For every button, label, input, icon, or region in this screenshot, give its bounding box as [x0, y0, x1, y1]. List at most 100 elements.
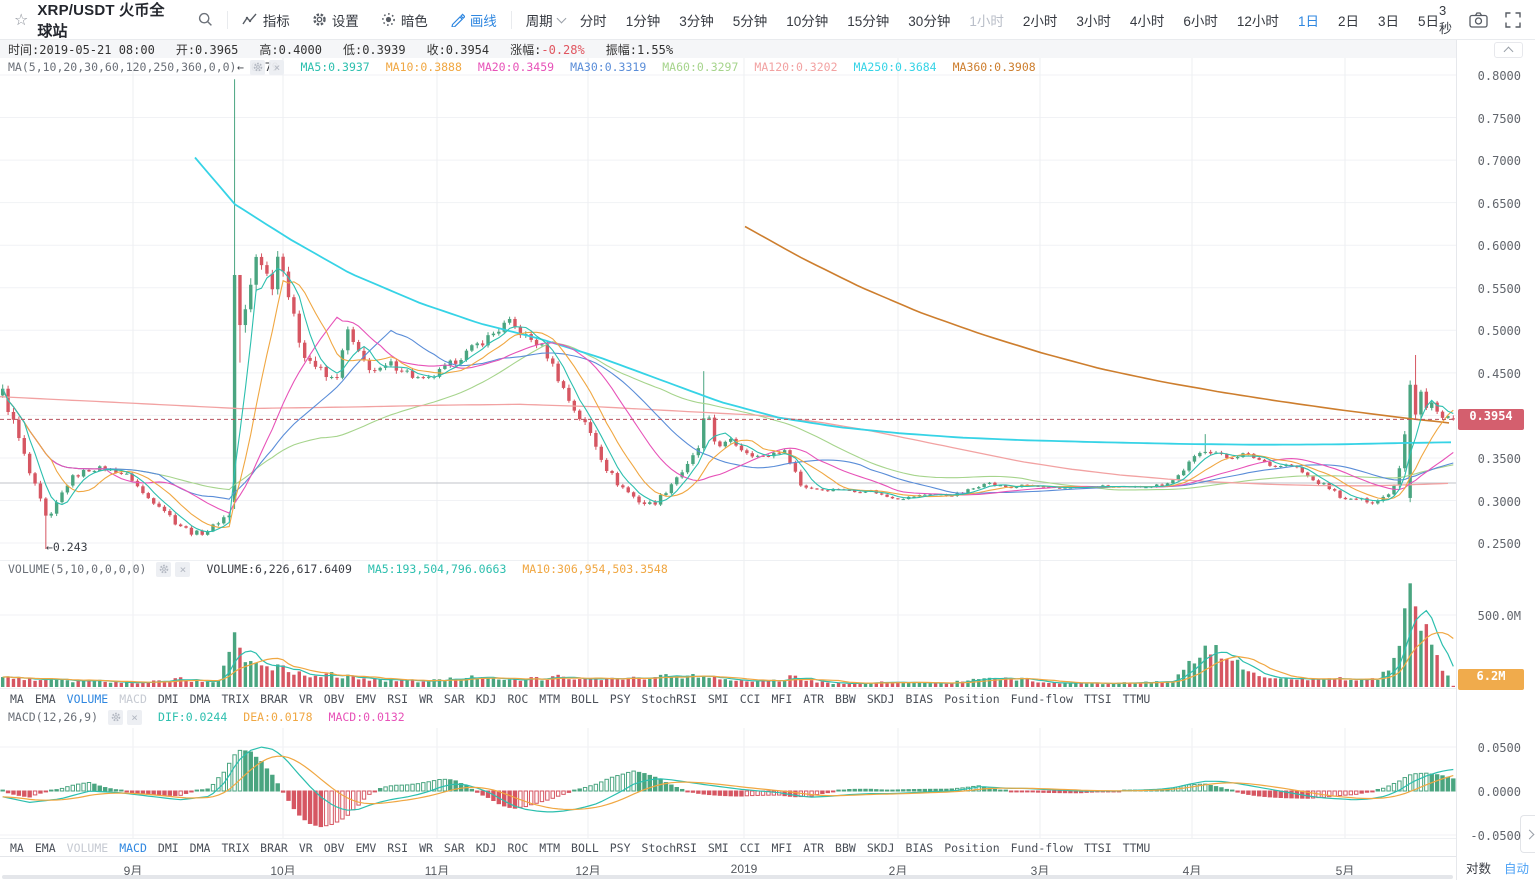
indicator-tab-smi[interactable]: SMI: [707, 840, 729, 855]
period-5日[interactable]: 5日: [1417, 13, 1439, 29]
indicator-tab-position[interactable]: Position: [944, 840, 1000, 855]
indicator-tab-skdj[interactable]: SKDJ: [866, 691, 895, 706]
macd-close-button[interactable]: ×: [127, 709, 143, 725]
indicator-tab-volume[interactable]: VOLUME: [66, 691, 109, 706]
indicator-tab-trix[interactable]: TRIX: [221, 691, 250, 706]
indicator-tab-macd[interactable]: MACD: [119, 691, 147, 706]
indicator-tab-dma[interactable]: DMA: [189, 691, 211, 706]
panel-expand-handle[interactable]: [1520, 815, 1535, 853]
favorite-star-icon[interactable]: ☆: [14, 11, 29, 29]
screenshot-camera-icon[interactable]: [1469, 11, 1488, 28]
log-scale-button[interactable]: 对数: [1466, 862, 1492, 876]
period-5分钟[interactable]: 5分钟: [732, 13, 768, 29]
period-10分钟[interactable]: 10分钟: [786, 13, 829, 29]
period-2小时[interactable]: 2小时: [1022, 13, 1058, 29]
indicator-tab-dmi[interactable]: DMI: [157, 691, 179, 706]
period-12小时[interactable]: 12小时: [1236, 13, 1279, 29]
macd-settings-button[interactable]: [108, 709, 124, 725]
period-15分钟[interactable]: 15分钟: [847, 13, 890, 29]
collapse-up-button[interactable]: [1494, 42, 1523, 58]
indicator-tab-rsi[interactable]: RSI: [387, 691, 409, 706]
period-分时[interactable]: 分时: [579, 13, 607, 29]
indicator-tab-boll[interactable]: BOLL: [571, 691, 599, 706]
indicator-tab-ttsi[interactable]: TTSI: [1083, 691, 1112, 706]
indicator-tab-volume[interactable]: VOLUME: [66, 840, 109, 855]
volume-close-button[interactable]: ×: [175, 561, 191, 577]
indicator-tab-cci[interactable]: CCI: [739, 840, 761, 855]
indicator-tab-dma[interactable]: DMA: [189, 840, 211, 855]
indicator-tab-ema[interactable]: EMA: [34, 840, 56, 855]
indicator-tab-ttsi[interactable]: TTSI: [1083, 840, 1112, 855]
price-axis-column[interactable]: 对数 自动 0.8000 0.7500 0.7000 0.6500 0.6000 0.55…: [1456, 40, 1535, 880]
indicator-tab-mfi[interactable]: MFI: [771, 840, 793, 855]
fullscreen-icon[interactable]: [1505, 11, 1521, 28]
indicator-tab-atr[interactable]: ATR: [803, 840, 825, 855]
indicator-tab-atr[interactable]: ATR: [803, 691, 825, 706]
indicator-tab-mfi[interactable]: MFI: [771, 691, 793, 706]
auto-scale-button[interactable]: 自动: [1504, 862, 1530, 876]
indicator-tab-ttmu[interactable]: TTMU: [1122, 691, 1151, 706]
indicator-tab-kdj[interactable]: KDJ: [475, 691, 497, 706]
indicator-tab-wr[interactable]: WR: [419, 691, 433, 706]
period-1日[interactable]: 1日: [1297, 13, 1319, 29]
period-2日[interactable]: 2日: [1337, 13, 1359, 29]
indicator-tab-sar[interactable]: SAR: [443, 691, 465, 706]
period-3小时[interactable]: 3小时: [1076, 13, 1111, 29]
indicator-tab-trix[interactable]: TRIX: [221, 840, 250, 855]
indicator-tab-ema[interactable]: EMA: [34, 691, 56, 706]
indicator-tab-roc[interactable]: ROC: [507, 691, 529, 706]
period-1分钟[interactable]: 1分钟: [625, 13, 661, 29]
indicator-tab-emv[interactable]: EMV: [355, 840, 377, 855]
indicator-tab-brar[interactable]: BRAR: [260, 691, 288, 706]
indicator-tab-ma[interactable]: MA: [10, 840, 24, 855]
period-4小时[interactable]: 4小时: [1129, 13, 1165, 29]
refresh-interval[interactable]: 3秒: [1439, 2, 1453, 36]
indicator-tab-psy[interactable]: PSY: [609, 691, 631, 706]
indicator-tab-ma[interactable]: MA: [10, 691, 24, 706]
indicator-tab-bbw[interactable]: BBW: [835, 691, 856, 706]
indicator-tab-vr[interactable]: VR: [298, 840, 313, 855]
indicator-tab-bbw[interactable]: BBW: [835, 840, 856, 855]
indicator-tab-position[interactable]: Position: [944, 691, 1000, 706]
dark-mode-button[interactable]: 暗色: [381, 10, 428, 30]
indicator-tab-rsi[interactable]: RSI: [387, 840, 409, 855]
indicator-tab-kdj[interactable]: KDJ: [475, 840, 497, 855]
indicator-tab-stochrsi[interactable]: StochRSI: [641, 840, 697, 855]
main-price-pane[interactable]: [0, 58, 1456, 560]
indicator-tab-fund-flow[interactable]: Fund-flow: [1010, 691, 1073, 706]
indicator-tab-obv[interactable]: OBV: [323, 840, 345, 855]
indicator-tab-mtm[interactable]: MTM: [539, 691, 561, 706]
period-1小时[interactable]: 1小时: [969, 13, 1004, 29]
indicator-tab-stochrsi[interactable]: StochRSI: [641, 691, 697, 706]
indicator-tab-vr[interactable]: VR: [298, 691, 313, 706]
indicator-tab-dmi[interactable]: DMI: [157, 840, 179, 855]
indicator-tab-fund-flow[interactable]: Fund-flow: [1010, 840, 1073, 855]
volume-settings-button[interactable]: [156, 561, 172, 577]
indicator-tab-psy[interactable]: PSY: [609, 840, 631, 855]
period-3分钟[interactable]: 3分钟: [679, 13, 714, 29]
period-3日[interactable]: 3日: [1377, 13, 1399, 29]
period-30分钟[interactable]: 30分钟: [908, 13, 951, 29]
indicator-tab-macd[interactable]: MACD: [119, 840, 147, 855]
indicator-tab-mtm[interactable]: MTM: [539, 840, 561, 855]
indicator-tab-bias[interactable]: BIAS: [905, 840, 934, 855]
horizontal-scrollbar[interactable]: [2, 875, 1453, 879]
indicator-tab-cci[interactable]: CCI: [739, 691, 761, 706]
indicator-tab-boll[interactable]: BOLL: [571, 840, 599, 855]
indicator-tab-brar[interactable]: BRAR: [260, 840, 288, 855]
indicator-tab-skdj[interactable]: SKDJ: [866, 840, 895, 855]
ma-close-button[interactable]: ×: [269, 59, 285, 75]
volume-pane[interactable]: [0, 560, 1456, 688]
indicator-tab-obv[interactable]: OBV: [323, 691, 345, 706]
search-icon[interactable]: [198, 12, 213, 27]
period-6小时[interactable]: 6小时: [1183, 13, 1218, 29]
macd-pane[interactable]: [0, 728, 1456, 838]
settings-button[interactable]: 设置: [312, 10, 359, 30]
indicator-tab-ttmu[interactable]: TTMU: [1122, 840, 1151, 855]
indicators-button[interactable]: 指标: [242, 10, 290, 30]
draw-line-button[interactable]: 画线: [450, 10, 497, 30]
indicator-tab-bias[interactable]: BIAS: [905, 691, 934, 706]
indicator-tab-emv[interactable]: EMV: [355, 691, 377, 706]
indicator-tab-roc[interactable]: ROC: [507, 840, 529, 855]
indicator-tab-smi[interactable]: SMI: [707, 691, 729, 706]
